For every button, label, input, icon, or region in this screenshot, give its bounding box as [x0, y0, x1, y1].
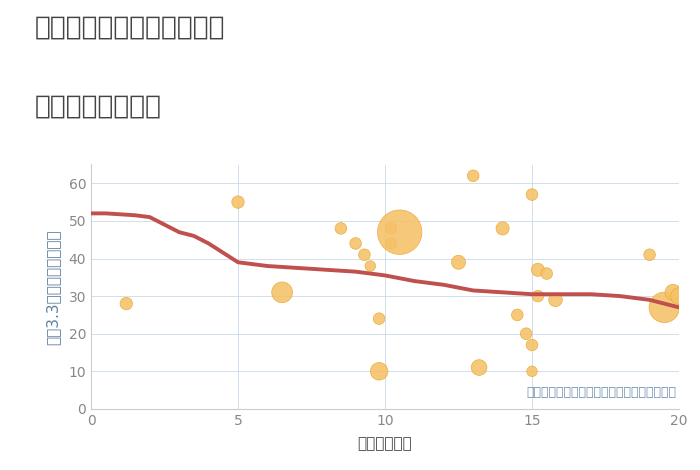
- Point: [526, 191, 538, 198]
- Point: [374, 315, 385, 322]
- Point: [232, 198, 244, 206]
- Point: [526, 341, 538, 349]
- Point: [673, 292, 685, 300]
- Point: [394, 228, 405, 236]
- Point: [659, 304, 670, 311]
- Point: [385, 240, 396, 247]
- Point: [541, 270, 552, 277]
- Point: [473, 364, 484, 371]
- Point: [526, 368, 538, 375]
- Point: [276, 289, 288, 296]
- Point: [668, 289, 679, 296]
- Point: [497, 225, 508, 232]
- Point: [550, 296, 561, 304]
- Text: 奈良県奈良市三条添川町の: 奈良県奈良市三条添川町の: [35, 14, 225, 40]
- X-axis label: 駅距離（分）: 駅距離（分）: [358, 436, 412, 451]
- Point: [468, 172, 479, 180]
- Point: [385, 225, 396, 232]
- Point: [532, 292, 543, 300]
- Text: 円の大きさは、取引のあった物件面積を示す: 円の大きさは、取引のあった物件面積を示す: [526, 386, 676, 399]
- Text: 駅距離別土地価格: 駅距離別土地価格: [35, 94, 162, 120]
- Point: [365, 262, 376, 270]
- Point: [335, 225, 346, 232]
- Y-axis label: 坪（3.3㎡）単価（万円）: 坪（3.3㎡）単価（万円）: [46, 229, 60, 345]
- Point: [512, 311, 523, 319]
- Point: [644, 251, 655, 258]
- Point: [120, 300, 132, 307]
- Point: [359, 251, 370, 258]
- Point: [374, 368, 385, 375]
- Point: [453, 258, 464, 266]
- Point: [521, 330, 532, 337]
- Point: [532, 266, 543, 274]
- Point: [350, 240, 361, 247]
